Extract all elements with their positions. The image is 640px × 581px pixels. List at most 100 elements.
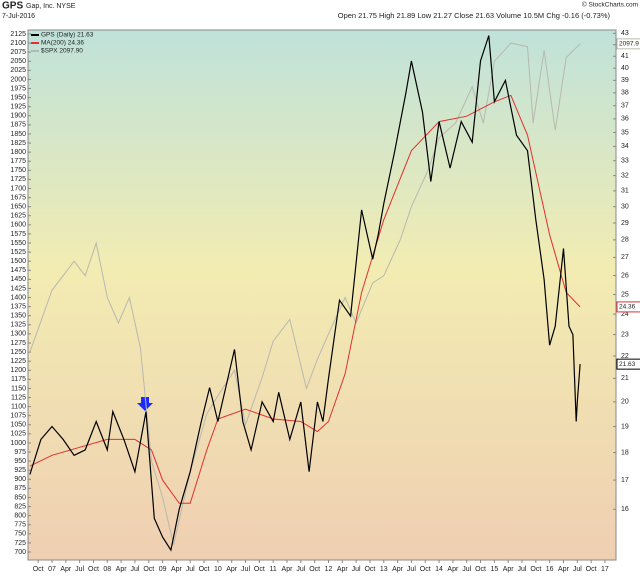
y-tick-label: 1775 <box>10 158 26 165</box>
series-line <box>29 35 581 552</box>
y-tick-label: 1325 <box>10 322 26 329</box>
y-tick-label: 1800 <box>10 149 26 156</box>
x-tick-label: Jul <box>186 566 195 573</box>
y-tick-label: 900 <box>14 476 26 483</box>
y-tick-label: 1950 <box>10 94 26 101</box>
chart-title: GPS <box>2 1 23 12</box>
y2-tick-label: 41 <box>621 53 629 60</box>
x-tick-label: Apr <box>447 566 459 573</box>
x-tick-label: 09 <box>159 566 167 573</box>
y-tick-label: 1300 <box>10 331 26 338</box>
y-tick-label: 1075 <box>10 413 26 420</box>
x-tick-label: Jul <box>352 566 361 573</box>
x-tick-label: 13 <box>380 566 388 573</box>
y-tick-label: 975 <box>14 449 26 456</box>
y2-tick-label: 39 <box>621 77 629 84</box>
y2-tick-label: 34 <box>621 143 629 150</box>
y-tick-label: 1450 <box>10 276 26 283</box>
y2-tick-label: 19 <box>621 423 629 430</box>
y-tick-label: 2000 <box>10 76 26 83</box>
end-label-box <box>616 358 640 370</box>
x-tick-label: 11 <box>270 566 277 573</box>
y-tick-label: 1475 <box>10 267 26 274</box>
y-tick-label: 1050 <box>10 422 26 429</box>
x-tick-label: Jul <box>407 566 416 573</box>
x-tick-label: 15 <box>490 566 498 573</box>
x-tick-label: Apr <box>116 566 128 573</box>
legend-label: $SPX 2097.90 <box>41 48 83 55</box>
y-tick-label: 1850 <box>10 131 26 138</box>
y2-tick-label: 35 <box>621 129 629 136</box>
y-tick-label: 1900 <box>10 113 26 120</box>
end-label: 24.36 <box>619 304 636 311</box>
x-tick-label: 12 <box>325 566 333 573</box>
x-tick-label: 17 <box>601 566 609 573</box>
y-tick-label: 1875 <box>10 122 26 129</box>
y-tick-label: 1375 <box>10 303 26 310</box>
y2-tick-label: 21 <box>621 375 629 382</box>
y2-tick-label: 36 <box>621 116 629 123</box>
y-tick-label: 750 <box>14 531 26 538</box>
x-tick-label: Apr <box>392 566 404 573</box>
x-tick-label: Apr <box>558 566 570 573</box>
date: 7-Jul-2016 <box>2 13 35 20</box>
y-tick-label: 1025 <box>10 431 26 438</box>
y-tick-label: 2125 <box>10 31 26 38</box>
x-tick-label: Oct <box>33 566 44 573</box>
y-tick-label: 1700 <box>10 185 26 192</box>
legend-label: MA(200) 24.36 <box>41 40 84 47</box>
x-tick-label: Oct <box>420 566 431 573</box>
x-tick-label: 07 <box>48 566 56 573</box>
y2-tick-label: 38 <box>621 90 629 97</box>
x-tick-label: Jul <box>130 566 139 573</box>
y2-tick-label: 27 <box>621 254 629 261</box>
y2-tick-label: 22 <box>621 353 629 360</box>
y-tick-label: 1650 <box>10 204 26 211</box>
x-tick-label: Jul <box>75 566 84 573</box>
y-tick-label: 1825 <box>10 140 26 147</box>
y-tick-label: 950 <box>14 458 26 465</box>
y2-tick-label: 26 <box>621 272 629 279</box>
y-tick-label: 1250 <box>10 349 26 356</box>
x-tick-label: Oct <box>143 566 154 573</box>
arrow-marker <box>137 397 153 411</box>
y-tick-label: 875 <box>14 485 26 492</box>
x-tick-label: 14 <box>435 566 443 573</box>
x-tick-label: Jul <box>296 566 305 573</box>
end-label-box <box>616 38 640 50</box>
y-tick-label: 725 <box>14 540 26 547</box>
x-tick-label: Oct <box>475 566 486 573</box>
x-tick-label: Oct <box>364 566 375 573</box>
y-tick-label: 850 <box>14 494 26 501</box>
y-tick-label: 1275 <box>10 340 26 347</box>
series-line <box>29 42 581 545</box>
y-tick-label: 1575 <box>10 231 26 238</box>
x-tick-label: 16 <box>546 566 554 573</box>
x-tick-label: Apr <box>337 566 349 573</box>
x-tick-label: Apr <box>503 566 515 573</box>
y-tick-label: 1000 <box>10 440 26 447</box>
end-label-box <box>616 301 640 313</box>
y-tick-label: 775 <box>14 522 26 529</box>
y2-tick-label: 37 <box>621 103 629 110</box>
y2-tick-label: 17 <box>621 477 629 484</box>
y2-tick-label: 29 <box>621 220 629 227</box>
y2-tick-label: 40 <box>621 65 629 72</box>
y2-tick-label: 28 <box>621 237 629 244</box>
y-tick-label: 2075 <box>10 49 26 56</box>
y2-tick-label: 18 <box>621 449 629 456</box>
x-tick-label: Apr <box>60 566 72 573</box>
y-tick-label: 1725 <box>10 176 26 183</box>
y-tick-label: 1150 <box>11 385 26 392</box>
y2-tick-label: 43 <box>621 30 629 37</box>
y-tick-label: 1425 <box>10 285 26 292</box>
x-tick-label: Oct <box>530 566 541 573</box>
y-tick-label: 1350 <box>10 313 26 320</box>
y-tick-label: 1200 <box>10 367 26 374</box>
y2-tick-label: 32 <box>621 172 629 179</box>
y-tick-label: 1975 <box>10 85 26 92</box>
y-tick-label: 1100 <box>11 403 26 410</box>
x-tick-label: Oct <box>88 566 99 573</box>
y-tick-label: 2025 <box>10 67 26 74</box>
